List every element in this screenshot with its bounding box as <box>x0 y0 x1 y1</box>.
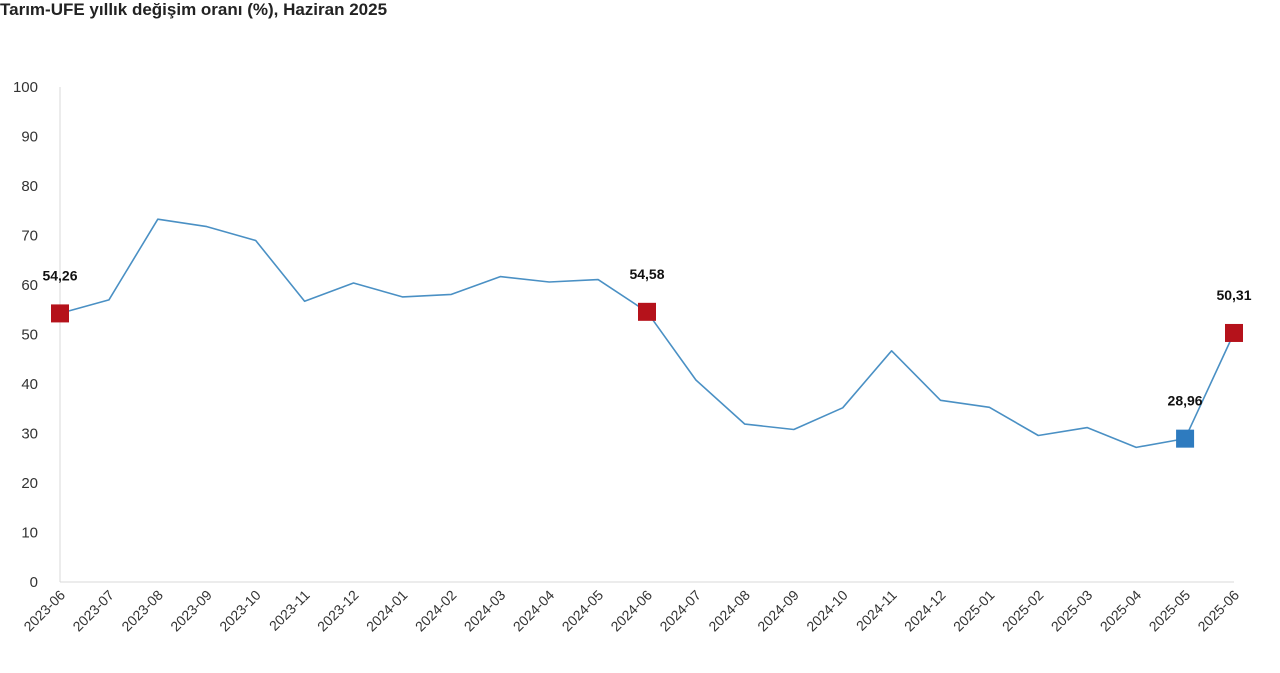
x-tick-label: 2023-11 <box>266 587 313 634</box>
x-tick-label: 2024-04 <box>510 587 558 635</box>
x-tick-label: 2023-09 <box>167 587 215 635</box>
x-tick-label: 2024-01 <box>363 587 411 635</box>
marker-layer <box>51 302 1243 448</box>
x-tick-label: 2024-02 <box>412 587 460 635</box>
data-point-marker <box>51 304 69 323</box>
y-axis: 0 10 20 30 40 50 60 70 80 90 100 <box>13 79 61 591</box>
x-tick-label: 2025-06 <box>1194 587 1242 635</box>
y-tick-label: 60 <box>21 277 38 294</box>
data-point-marker <box>638 302 656 321</box>
x-tick-label: 2024-09 <box>754 587 802 635</box>
x-tick-label: 2023-07 <box>69 587 117 635</box>
x-axis: 2023-06 2023-07 2023-08 2023-09 2023-10 2023-… <box>20 581 1242 635</box>
x-tick-label: 2024-12 <box>901 587 949 635</box>
x-tick-label: 2023-10 <box>216 587 264 635</box>
y-tick-label: 70 <box>21 228 38 245</box>
x-tick-label: 2025-01 <box>950 587 998 635</box>
series-line <box>59 218 1235 449</box>
y-tick-label: 20 <box>21 475 38 492</box>
x-tick-label: 2025-03 <box>1048 587 1096 635</box>
x-tick-label: 2025-05 <box>1146 587 1194 635</box>
chart-title: Tarım-UFE yıllık değişim oranı (%), Hazi… <box>0 0 388 19</box>
x-tick-label: 2023-06 <box>20 587 68 635</box>
y-tick-label: 0 <box>30 574 38 591</box>
series-layer <box>59 218 1235 449</box>
x-tick-label: 2024-06 <box>607 587 655 635</box>
y-tick-label: 90 <box>21 129 38 146</box>
data-label: 54,58 <box>629 266 664 282</box>
data-label-layer: 54,26 54,58 28,96 50,31 <box>42 266 1251 409</box>
y-tick-label: 10 <box>21 525 38 542</box>
data-point-marker <box>1225 323 1243 342</box>
x-tick-label: 2024-03 <box>461 587 509 635</box>
x-tick-label: 2024-08 <box>705 587 753 635</box>
data-point-marker <box>1176 429 1195 448</box>
x-tick-label: 2024-05 <box>559 587 607 635</box>
x-tick-label: 2025-04 <box>1097 587 1145 635</box>
y-tick-label: 50 <box>21 327 38 344</box>
x-tick-label: 2024-11 <box>853 587 900 634</box>
x-tick-label: 2025-02 <box>999 587 1047 635</box>
x-tick-label: 2023-08 <box>118 587 166 635</box>
y-tick-label: 80 <box>21 178 38 195</box>
y-tick-label: 100 <box>13 79 38 96</box>
data-label: 28,96 <box>1168 393 1203 409</box>
y-tick-label: 40 <box>21 376 38 393</box>
y-tick-label: 30 <box>21 426 38 443</box>
x-tick-label: 2024-10 <box>803 587 851 635</box>
x-tick-label: 2023-12 <box>314 587 362 635</box>
data-label: 50,31 <box>1216 287 1251 303</box>
data-label: 54,26 <box>42 267 77 283</box>
x-tick-label: 2024-07 <box>656 587 704 635</box>
